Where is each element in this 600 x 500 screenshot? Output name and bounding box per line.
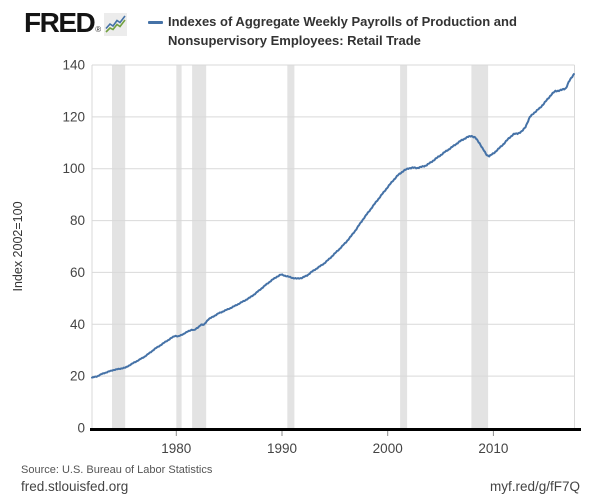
- y-tick-label: 40: [70, 317, 85, 332]
- recession-band: [400, 65, 408, 428]
- registered-trademark-symbol: ®: [95, 25, 102, 34]
- recession-band: [176, 65, 182, 428]
- recession-band: [471, 65, 489, 428]
- recession-band: [112, 65, 126, 428]
- y-tick-label: 140: [62, 58, 85, 73]
- x-axis: 1980 1990 2000 2010: [90, 428, 581, 456]
- y-tick-label: 20: [70, 369, 85, 384]
- y-tick-label: 80: [70, 213, 85, 228]
- y-tick-label: 100: [62, 161, 85, 176]
- x-tick-label: 2010: [478, 441, 508, 456]
- y-tick-label: 0: [77, 421, 85, 436]
- fred-site-link[interactable]: fred.stlouisfed.org: [21, 479, 129, 494]
- recession-bands: [112, 65, 489, 428]
- fred-logo-text: FRED: [24, 7, 96, 38]
- legend-label-line2: Nonsupervisory Employees: Retail Trade: [168, 33, 421, 48]
- legend-label-line1: Indexes of Aggregate Weekly Payrolls of …: [168, 14, 517, 29]
- source-attribution: Source: U.S. Bureau of Labor Statistics: [21, 464, 213, 476]
- recession-band: [287, 65, 295, 428]
- x-tick-label: 2000: [373, 441, 403, 456]
- x-tick-label: 1990: [267, 441, 297, 456]
- y-axis-title: Index 2002=100: [11, 201, 25, 291]
- gridlines: [91, 64, 575, 428]
- fred-logo-sparkline-icon: [104, 13, 128, 36]
- fred-logo[interactable]: FRED ®: [24, 7, 128, 38]
- y-tick-label: 120: [62, 109, 85, 124]
- y-tick-label: 60: [70, 265, 85, 280]
- legend-line-swatch: [148, 21, 163, 24]
- x-tick-label: 1980: [161, 441, 191, 456]
- data-line: [91, 73, 575, 379]
- y-axis: 0 20 40 60 80 100 120 140 Index 2002=100: [11, 58, 85, 436]
- recession-band: [192, 65, 207, 428]
- legend-series-label: Indexes of Aggregate Weekly Payrolls of …: [168, 12, 528, 50]
- graph-short-url-link[interactable]: myf.red/g/fF7Q: [489, 479, 580, 494]
